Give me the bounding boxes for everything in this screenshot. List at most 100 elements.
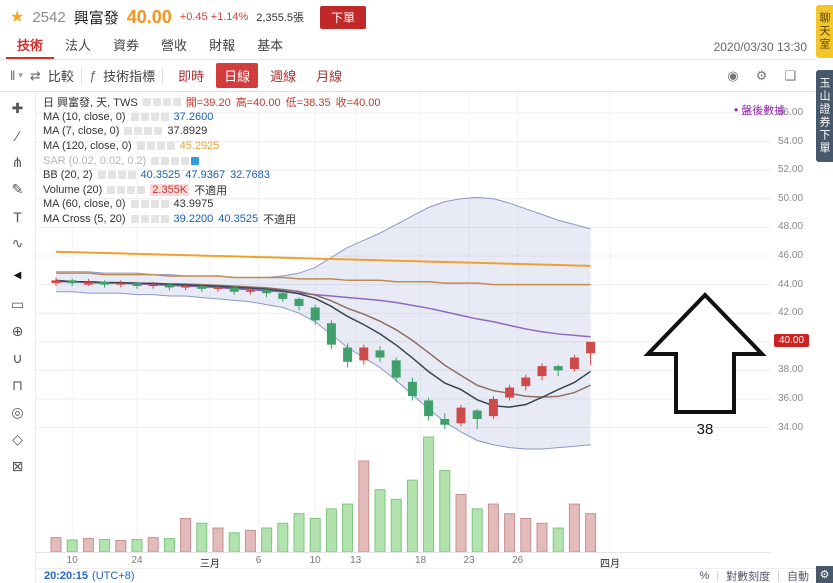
legend-control-icon[interactable] [144,127,153,136]
legend-control-icon[interactable] [130,112,139,121]
interval-即時[interactable]: 即時 [178,69,205,84]
legend-control-icon[interactable] [156,142,165,151]
legend-controls[interactable] [130,200,169,209]
interval-日線[interactable]: 日線 [216,63,259,88]
place-order-button[interactable]: 下單 [320,5,367,29]
legend-control-icon[interactable] [154,127,163,136]
eye-tool-icon[interactable]: ◎ [11,404,24,420]
legend-controls[interactable] [124,127,163,136]
brush-tool-icon[interactable]: ✎ [11,181,24,197]
legend-control-icon[interactable] [97,171,106,180]
chart-settings-gear-icon[interactable]: ⚙ [755,67,768,83]
legend-control-icon[interactable] [150,112,159,121]
legend-row[interactable]: MA (60, close, 0) 43.9975 [43,197,386,212]
tab-財報[interactable]: 財報 [209,38,236,53]
broker-order-side-tab[interactable]: 玉山證券下單 [816,70,833,162]
interval-月線[interactable]: 月線 [316,69,343,84]
legend-control-icon[interactable] [130,200,139,209]
percent-scale-toggle[interactable]: % [699,570,710,582]
legend-controls[interactable] [136,142,175,151]
annotation-arrow[interactable]: 38 [643,292,767,438]
bottom-settings-gear-icon[interactable]: ⚙ [816,566,833,583]
legend-control-icon[interactable] [130,215,139,224]
legend-row[interactable]: 日 興富發, 天, TWS 開=39.20 高=40.00 低=38.35 收=40.0… [43,95,386,110]
legend-controls[interactable] [142,98,181,107]
legend-control-icon[interactable] [117,185,126,194]
legend-control-icon[interactable] [161,156,170,165]
interval-週線[interactable]: 週線 [270,69,297,84]
zoom-tool-icon[interactable]: ⊕ [11,323,24,339]
legend-visibility-icon[interactable] [191,156,200,165]
legend-row[interactable]: MA (10, close, 0) 37.2600 [43,110,386,125]
legend-control-icon[interactable] [162,98,171,107]
text-tool-icon[interactable]: T [13,208,22,225]
auto-scale-toggle[interactable]: 自動 [787,571,809,583]
legend-control-icon[interactable] [127,185,136,194]
watchlist-star-icon[interactable]: ★ [10,9,25,26]
legend-controls[interactable] [130,215,169,224]
layers-tool-icon[interactable]: ◇ [12,431,23,447]
pitchfork-tool-icon[interactable]: ⋔ [11,154,24,170]
legend-control-icon[interactable] [140,112,149,121]
trend-line-tool-icon[interactable]: ∕ [16,127,19,144]
indicators-button[interactable]: 技術指標 [103,69,156,84]
trash-tool-icon[interactable]: ⊠ [11,458,24,474]
chart-style-icon[interactable]: ‖ [10,68,16,83]
legend-control-icon[interactable] [137,185,146,194]
legend-control-icon[interactable] [166,142,175,151]
tab-法人[interactable]: 法人 [65,38,92,53]
legend-row[interactable]: MA (7, close, 0) 37.8929 [43,124,386,139]
magnet-tool-icon[interactable]: ∪ [12,350,23,366]
log-scale-toggle[interactable]: 對數刻度 [726,571,771,583]
fullscreen-icon[interactable]: ❏ [784,67,796,83]
compare-button[interactable]: 比較 [47,69,74,84]
legend-control-icon[interactable] [152,98,161,107]
legend-control-icon[interactable] [160,215,169,224]
tab-基本[interactable]: 基本 [257,38,284,53]
legend-controls[interactable] [130,112,169,121]
tab-技術[interactable]: 技術 [6,31,55,59]
legend-control-icon[interactable] [140,215,149,224]
chart-style-caret-icon[interactable]: ▾ [18,70,23,80]
legend-row[interactable]: SAR (0.02, 0.02, 0.2) [43,153,386,168]
legend-control-icon[interactable] [117,171,126,180]
legend-control-icon[interactable] [124,127,133,136]
legend-control-icon[interactable] [134,127,143,136]
indicators-icon[interactable]: ƒ [88,68,97,83]
chatroom-side-tab[interactable]: 聊天室 [816,5,833,58]
legend-control-icon[interactable] [150,215,159,224]
time-axis[interactable]: 10 24 三月 6 10 13 18 23 26 四月 [36,552,771,570]
legend-control-icon[interactable] [146,142,155,151]
price-axis[interactable]: 56.00 54.00 52.00 50.00 48.00 46.00 44.00 42.00… [771,92,817,552]
legend-control-icon[interactable] [142,98,151,107]
legend-row[interactable]: MA Cross (5, 20) 39.2200 40.3525 不適用 [43,212,386,227]
legend-control-icon[interactable] [127,171,136,180]
legend-row[interactable]: Volume (20) 2.355K 不適用 [43,183,386,198]
legend-row[interactable]: BB (20, 2) 40.3525 47.9367 32.7683 [43,168,386,183]
ruler-tool-icon[interactable]: ▭ [10,296,25,312]
price-chart-canvas[interactable]: 38 [36,92,771,552]
collapse-panel[interactable]: ◀ [13,269,22,281]
legend-controls[interactable] [107,185,146,194]
legend-control-icon[interactable] [171,156,180,165]
legend-control-icon[interactable] [160,200,169,209]
tab-資券[interactable]: 資券 [113,38,140,53]
legend-control-icon[interactable] [181,156,190,165]
legend-control-icon[interactable] [150,200,159,209]
lock-tool-icon[interactable]: ⊓ [12,377,23,393]
legend-controls[interactable] [151,156,200,165]
tab-營收[interactable]: 營收 [161,38,188,53]
legend-control-icon[interactable] [151,156,160,165]
legend-control-icon[interactable] [160,112,169,121]
compare-icon[interactable]: ⇄ [29,67,41,83]
legend-control-icon[interactable] [107,185,116,194]
crosshair-tool-icon[interactable]: ✚ [11,100,24,116]
snapshot-camera-icon[interactable]: ◉ [727,67,739,83]
legend-controls[interactable] [97,171,136,180]
legend-row[interactable]: MA (120, close, 0) 45.2925 [43,139,386,154]
pattern-tool-icon[interactable]: ∿ [11,235,24,251]
legend-control-icon[interactable] [136,142,145,151]
legend-control-icon[interactable] [107,171,116,180]
legend-control-icon[interactable] [140,200,149,209]
legend-control-icon[interactable] [172,98,181,107]
